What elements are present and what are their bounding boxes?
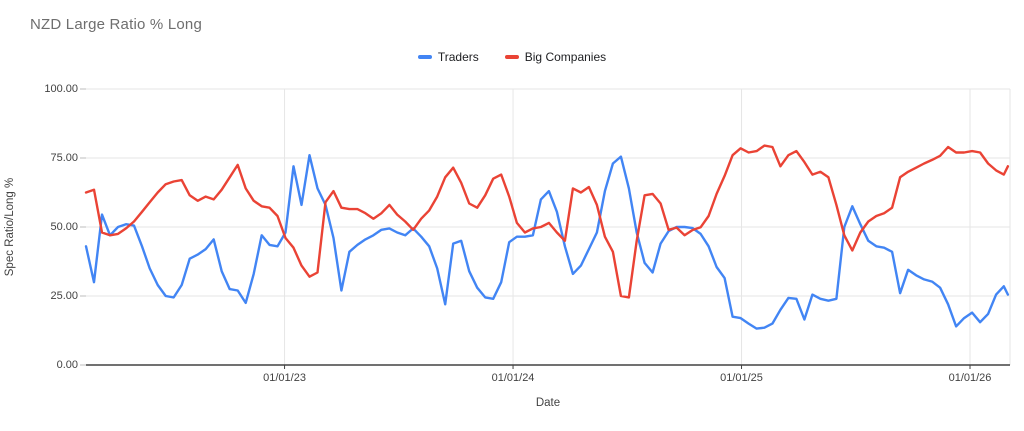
traders-series-swatch xyxy=(417,55,432,59)
traders-series-label: Traders xyxy=(437,50,479,64)
chart-title: NZD Large Ratio % Long xyxy=(30,16,202,33)
big-companies-series-swatch xyxy=(504,55,519,59)
y-tick-label: 25.00 xyxy=(50,289,78,302)
y-tick-label: 75.00 xyxy=(50,151,78,164)
y-tick-label: 100.00 xyxy=(44,82,78,95)
x-tick-label: 01/01/23 xyxy=(263,372,306,384)
y-tick-label: 0.00 xyxy=(56,358,78,371)
x-tick-label: 01/01/25 xyxy=(720,372,763,384)
x-tick-label: 01/01/24 xyxy=(491,372,535,384)
traders-line xyxy=(84,153,1010,330)
legend: Traders Big Companies xyxy=(0,50,1024,64)
legend-item-traders: Traders xyxy=(417,50,479,64)
big-companies-line xyxy=(84,144,1010,299)
x-tick-label: 01/01/26 xyxy=(948,372,992,384)
big-companies-series-label: Big Companies xyxy=(524,50,607,64)
y-tick-label: 50.00 xyxy=(50,220,78,233)
legend-item-big-companies: Big Companies xyxy=(504,50,607,64)
x-axis-title: Date xyxy=(535,397,561,409)
